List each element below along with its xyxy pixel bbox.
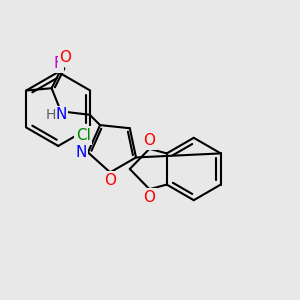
- Text: O: O: [143, 133, 155, 148]
- Text: O: O: [104, 173, 116, 188]
- Text: N: N: [75, 145, 87, 160]
- Text: H: H: [45, 108, 56, 122]
- Text: F: F: [54, 56, 63, 71]
- Text: O: O: [143, 190, 155, 205]
- Text: N: N: [55, 107, 67, 122]
- Text: O: O: [59, 50, 71, 64]
- Text: Cl: Cl: [76, 128, 91, 143]
